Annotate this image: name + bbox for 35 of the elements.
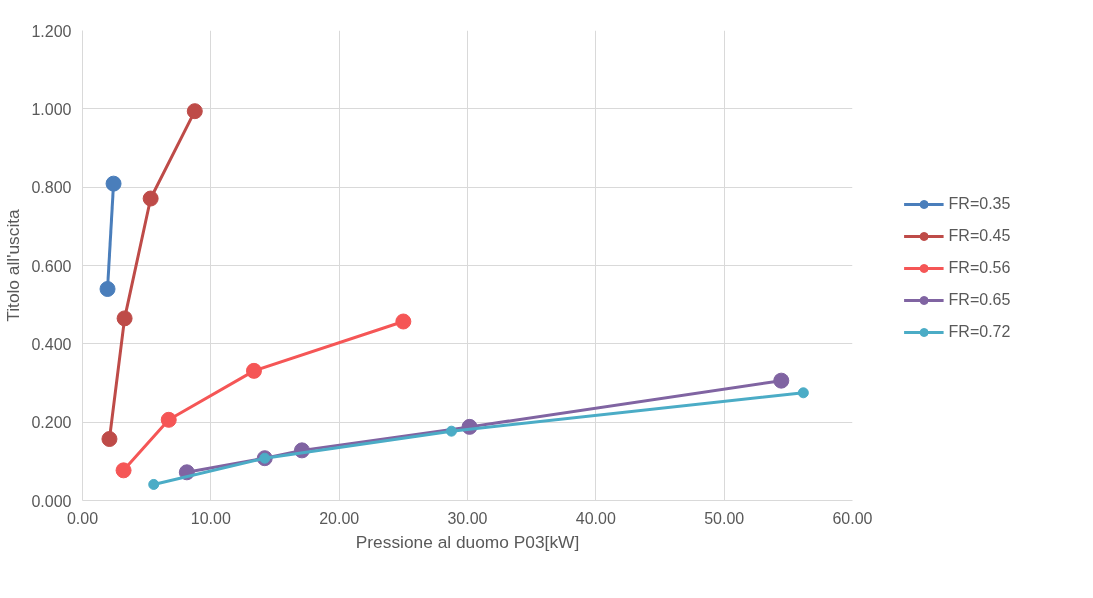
y-tick-label: 1.200 [31, 22, 72, 40]
point [245, 362, 262, 379]
point [142, 190, 159, 207]
point [99, 281, 116, 297]
y-tick-label: 0.800 [31, 179, 72, 197]
x-tick-label: 30.00 [447, 509, 488, 527]
point [445, 425, 457, 437]
y-axis-title: Titolo all'uscita [3, 208, 24, 322]
point [186, 103, 203, 120]
legend-label: FR=0.45 [948, 227, 1011, 245]
x-tick-label: 0.00 [66, 509, 99, 527]
legend-label: FR=0.72 [948, 323, 1011, 341]
x-tick-label: 40.00 [575, 509, 616, 527]
y-tick-label: 0.400 [31, 335, 72, 353]
point [395, 313, 412, 330]
y-tick-label: 0.000 [31, 492, 72, 510]
x-tick-label: 10.00 [190, 509, 231, 527]
legend-label: FR=0.56 [948, 259, 1011, 277]
point [101, 431, 118, 447]
legend-label: FR=0.35 [948, 195, 1011, 213]
y-tick-label: 1.000 [31, 100, 72, 118]
x-tick-label: 60.00 [832, 509, 873, 527]
point [105, 175, 122, 192]
point [160, 411, 177, 428]
y-tick-label: 0.600 [31, 257, 72, 275]
point [148, 478, 160, 490]
point [116, 310, 133, 327]
point [797, 387, 809, 399]
y-tick-label: 0.200 [31, 414, 72, 432]
x-tick-label: 50.00 [704, 509, 745, 527]
legend-label: FR=0.65 [948, 291, 1011, 309]
x-tick-label: 20.00 [319, 509, 360, 527]
point [115, 462, 132, 479]
x-axis-title: Pressione al duomo P03[kW] [355, 531, 580, 552]
point [773, 372, 790, 389]
